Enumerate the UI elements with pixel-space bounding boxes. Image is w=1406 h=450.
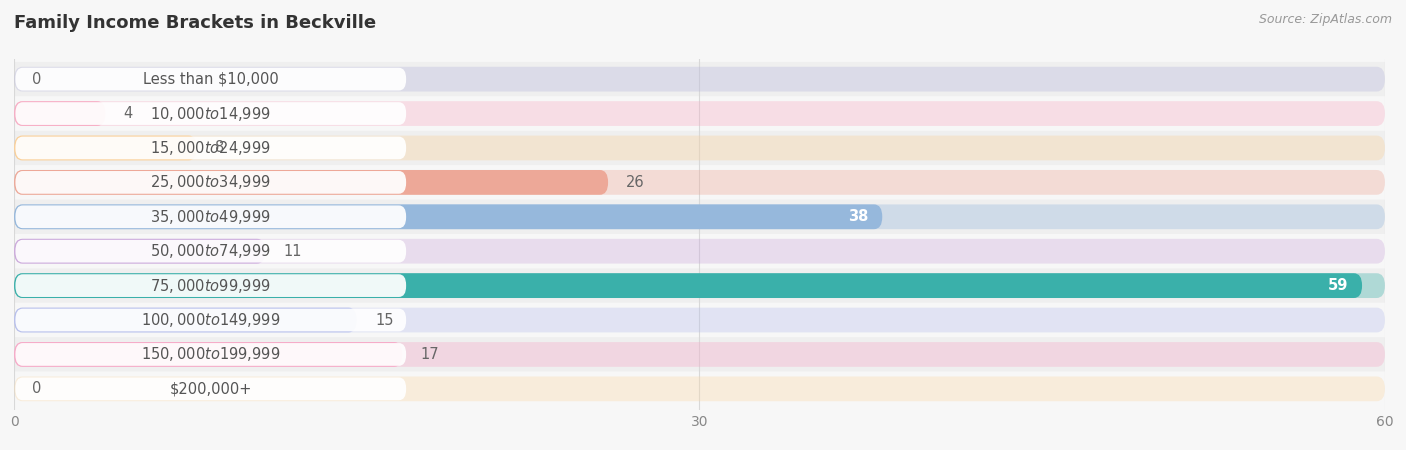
FancyBboxPatch shape — [15, 240, 406, 262]
FancyBboxPatch shape — [15, 343, 406, 366]
FancyBboxPatch shape — [14, 268, 1385, 303]
Text: $25,000 to $34,999: $25,000 to $34,999 — [150, 173, 271, 191]
FancyBboxPatch shape — [15, 274, 406, 297]
FancyBboxPatch shape — [15, 102, 406, 125]
Text: 8: 8 — [215, 140, 225, 155]
FancyBboxPatch shape — [15, 309, 406, 331]
Text: $100,000 to $149,999: $100,000 to $149,999 — [141, 311, 280, 329]
FancyBboxPatch shape — [14, 62, 1385, 96]
Text: 59: 59 — [1329, 278, 1348, 293]
FancyBboxPatch shape — [14, 273, 1362, 298]
FancyBboxPatch shape — [15, 206, 406, 228]
Text: 0: 0 — [32, 381, 42, 396]
Text: 26: 26 — [627, 175, 645, 190]
Text: 0: 0 — [32, 72, 42, 87]
FancyBboxPatch shape — [14, 342, 402, 367]
FancyBboxPatch shape — [14, 234, 1385, 268]
Text: 11: 11 — [284, 244, 302, 259]
FancyBboxPatch shape — [15, 171, 406, 194]
Text: 4: 4 — [124, 106, 134, 121]
FancyBboxPatch shape — [14, 67, 1385, 91]
FancyBboxPatch shape — [14, 342, 1385, 367]
FancyBboxPatch shape — [14, 308, 1385, 333]
FancyBboxPatch shape — [14, 204, 1385, 229]
Text: $200,000+: $200,000+ — [170, 381, 252, 396]
Text: Source: ZipAtlas.com: Source: ZipAtlas.com — [1258, 14, 1392, 27]
FancyBboxPatch shape — [14, 135, 197, 160]
FancyBboxPatch shape — [14, 239, 266, 264]
FancyBboxPatch shape — [15, 68, 406, 90]
Text: $75,000 to $99,999: $75,000 to $99,999 — [150, 277, 271, 295]
FancyBboxPatch shape — [14, 135, 1385, 160]
FancyBboxPatch shape — [14, 200, 1385, 234]
FancyBboxPatch shape — [14, 165, 1385, 200]
FancyBboxPatch shape — [14, 101, 105, 126]
Text: $35,000 to $49,999: $35,000 to $49,999 — [150, 208, 271, 226]
FancyBboxPatch shape — [14, 170, 609, 195]
FancyBboxPatch shape — [14, 337, 1385, 372]
FancyBboxPatch shape — [14, 170, 1385, 195]
FancyBboxPatch shape — [15, 137, 406, 159]
FancyBboxPatch shape — [14, 308, 357, 333]
Text: $150,000 to $199,999: $150,000 to $199,999 — [141, 346, 280, 364]
FancyBboxPatch shape — [14, 101, 1385, 126]
Text: 38: 38 — [848, 209, 869, 224]
Text: $15,000 to $24,999: $15,000 to $24,999 — [150, 139, 271, 157]
Text: $10,000 to $14,999: $10,000 to $14,999 — [150, 104, 271, 122]
FancyBboxPatch shape — [14, 96, 1385, 131]
Text: 17: 17 — [420, 347, 439, 362]
Text: $50,000 to $74,999: $50,000 to $74,999 — [150, 242, 271, 260]
FancyBboxPatch shape — [14, 303, 1385, 337]
FancyBboxPatch shape — [14, 204, 883, 229]
FancyBboxPatch shape — [14, 273, 1385, 298]
FancyBboxPatch shape — [14, 131, 1385, 165]
FancyBboxPatch shape — [14, 377, 1385, 401]
FancyBboxPatch shape — [14, 239, 1385, 264]
Text: Less than $10,000: Less than $10,000 — [143, 72, 278, 87]
FancyBboxPatch shape — [15, 378, 406, 400]
FancyBboxPatch shape — [14, 372, 1385, 406]
Text: 15: 15 — [375, 313, 394, 328]
Text: Family Income Brackets in Beckville: Family Income Brackets in Beckville — [14, 14, 377, 32]
